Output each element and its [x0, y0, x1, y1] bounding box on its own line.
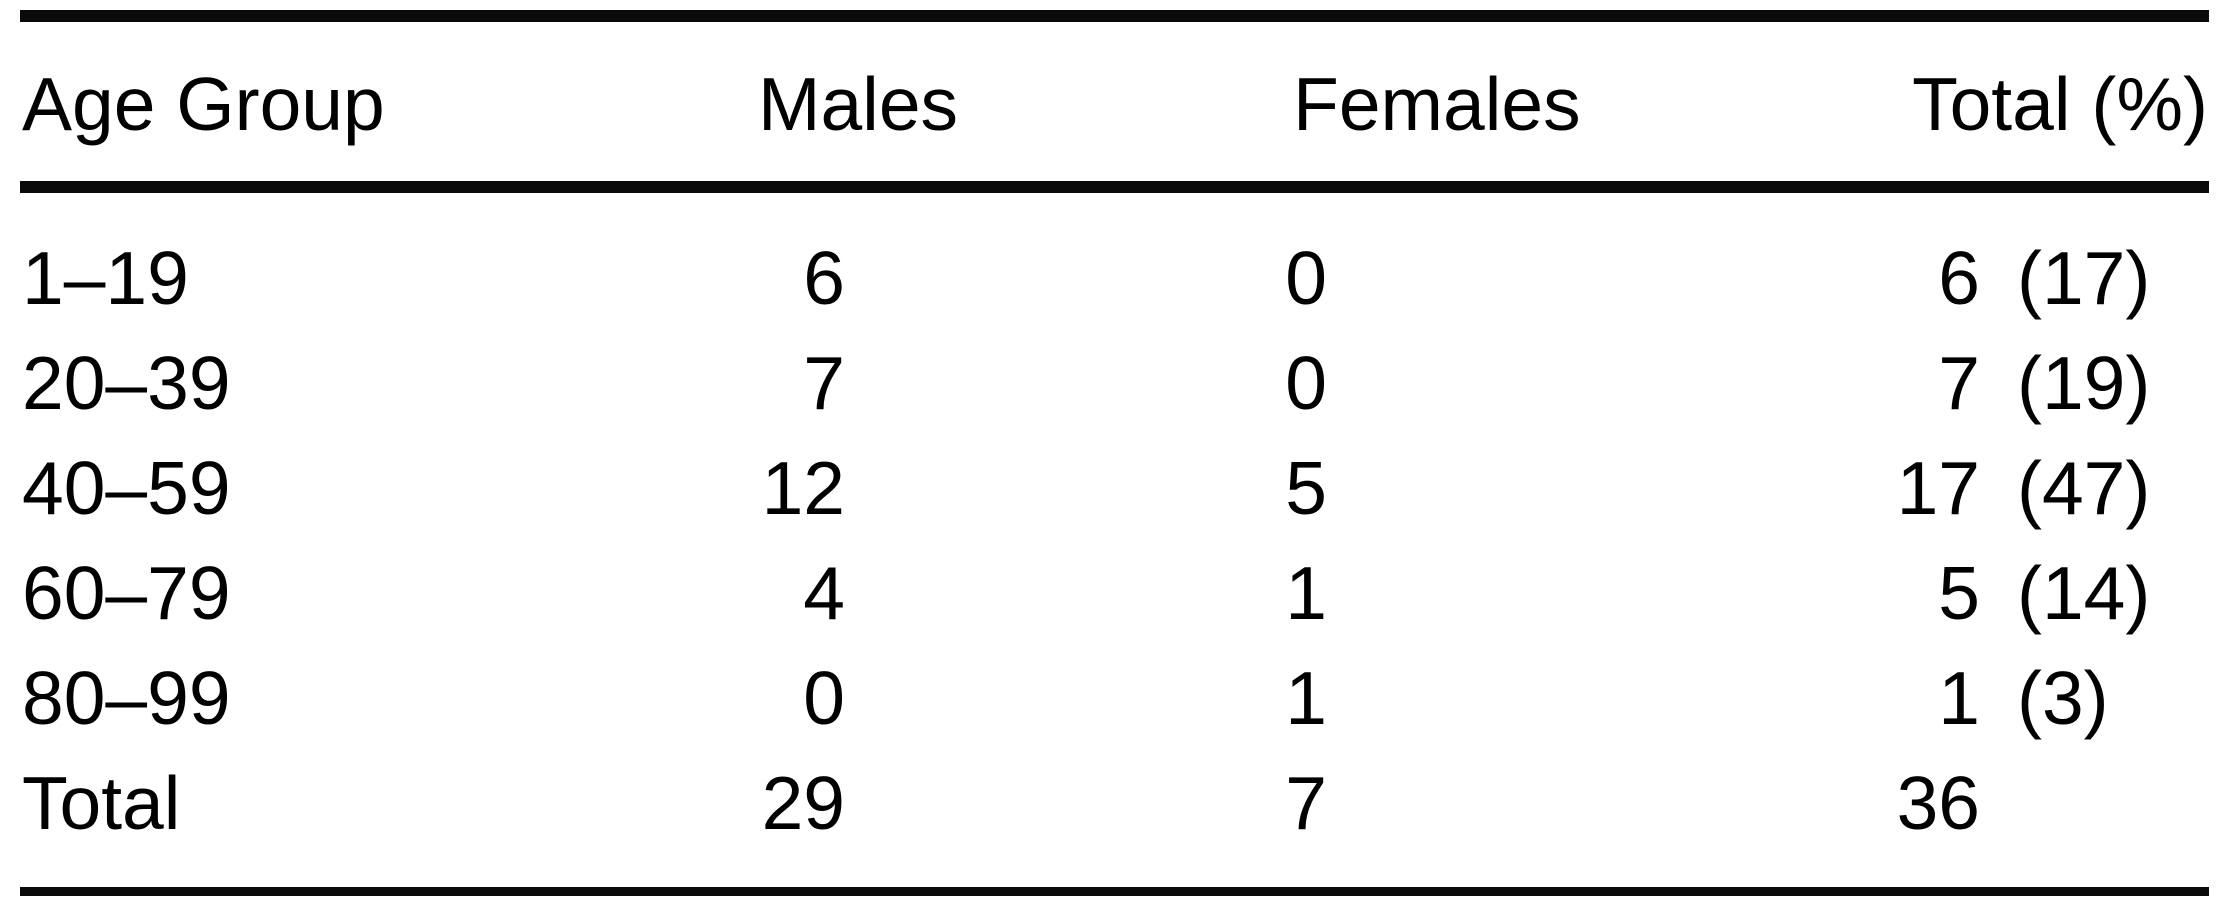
- table-row: 1–19 6 0 6 (17): [0, 226, 2229, 331]
- bottom-rule: [20, 887, 2209, 896]
- col-header-males: Males: [758, 62, 959, 146]
- age-group-cell: Total: [22, 761, 181, 845]
- total-pct-cell: (14): [2017, 551, 2151, 635]
- females-cell: 7: [1285, 761, 1327, 845]
- total-pct-cell: (19): [2017, 341, 2151, 425]
- total-count-cell: 6: [1938, 236, 1980, 320]
- table-row: 20–39 7 0 7 (19): [0, 331, 2229, 436]
- males-cell: 6: [803, 236, 845, 320]
- table-row-total: Total 29 7 36: [0, 751, 2229, 856]
- females-cell: 1: [1285, 551, 1327, 635]
- females-cell: 0: [1285, 341, 1327, 425]
- females-cell: 1: [1285, 656, 1327, 740]
- males-cell: 4: [803, 551, 845, 635]
- total-count-cell: 5: [1938, 551, 1980, 635]
- table-row: 40–59 12 5 17 (47): [0, 436, 2229, 541]
- total-pct-cell: (3): [2017, 656, 2109, 740]
- age-group-cell: 60–79: [22, 551, 231, 635]
- total-pct-cell: (47): [2017, 446, 2151, 530]
- table-row: 80–99 0 1 1 (3): [0, 646, 2229, 751]
- col-header-females: Females: [1293, 62, 1581, 146]
- age-group-cell: 20–39: [22, 341, 231, 425]
- total-count-cell: 1: [1938, 656, 1980, 740]
- table-body: 1–19 6 0 6 (17) 20–39 7 0 7 (19) 40–59 1…: [0, 193, 2229, 856]
- males-cell: 7: [803, 341, 845, 425]
- females-cell: 0: [1285, 236, 1327, 320]
- males-cell: 29: [761, 761, 845, 845]
- females-cell: 5: [1285, 446, 1327, 530]
- age-group-cell: 1–19: [22, 236, 189, 320]
- males-cell: 12: [761, 446, 845, 530]
- top-rule: [20, 10, 2209, 22]
- males-cell: 0: [803, 656, 845, 740]
- col-header-total: Total (%): [1912, 62, 2208, 146]
- total-pct-cell: (17): [2017, 236, 2151, 320]
- header-row: Age Group Males Females Total (%): [0, 22, 2229, 181]
- col-header-age-group: Age Group: [22, 62, 385, 146]
- mid-rule: [20, 181, 2209, 193]
- age-group-cell: 40–59: [22, 446, 231, 530]
- table-row: 60–79 4 1 5 (14): [0, 541, 2229, 646]
- total-count-cell: 36: [1896, 761, 1980, 845]
- age-group-cell: 80–99: [22, 656, 231, 740]
- total-count-cell: 7: [1938, 341, 1980, 425]
- total-count-cell: 17: [1896, 446, 1980, 530]
